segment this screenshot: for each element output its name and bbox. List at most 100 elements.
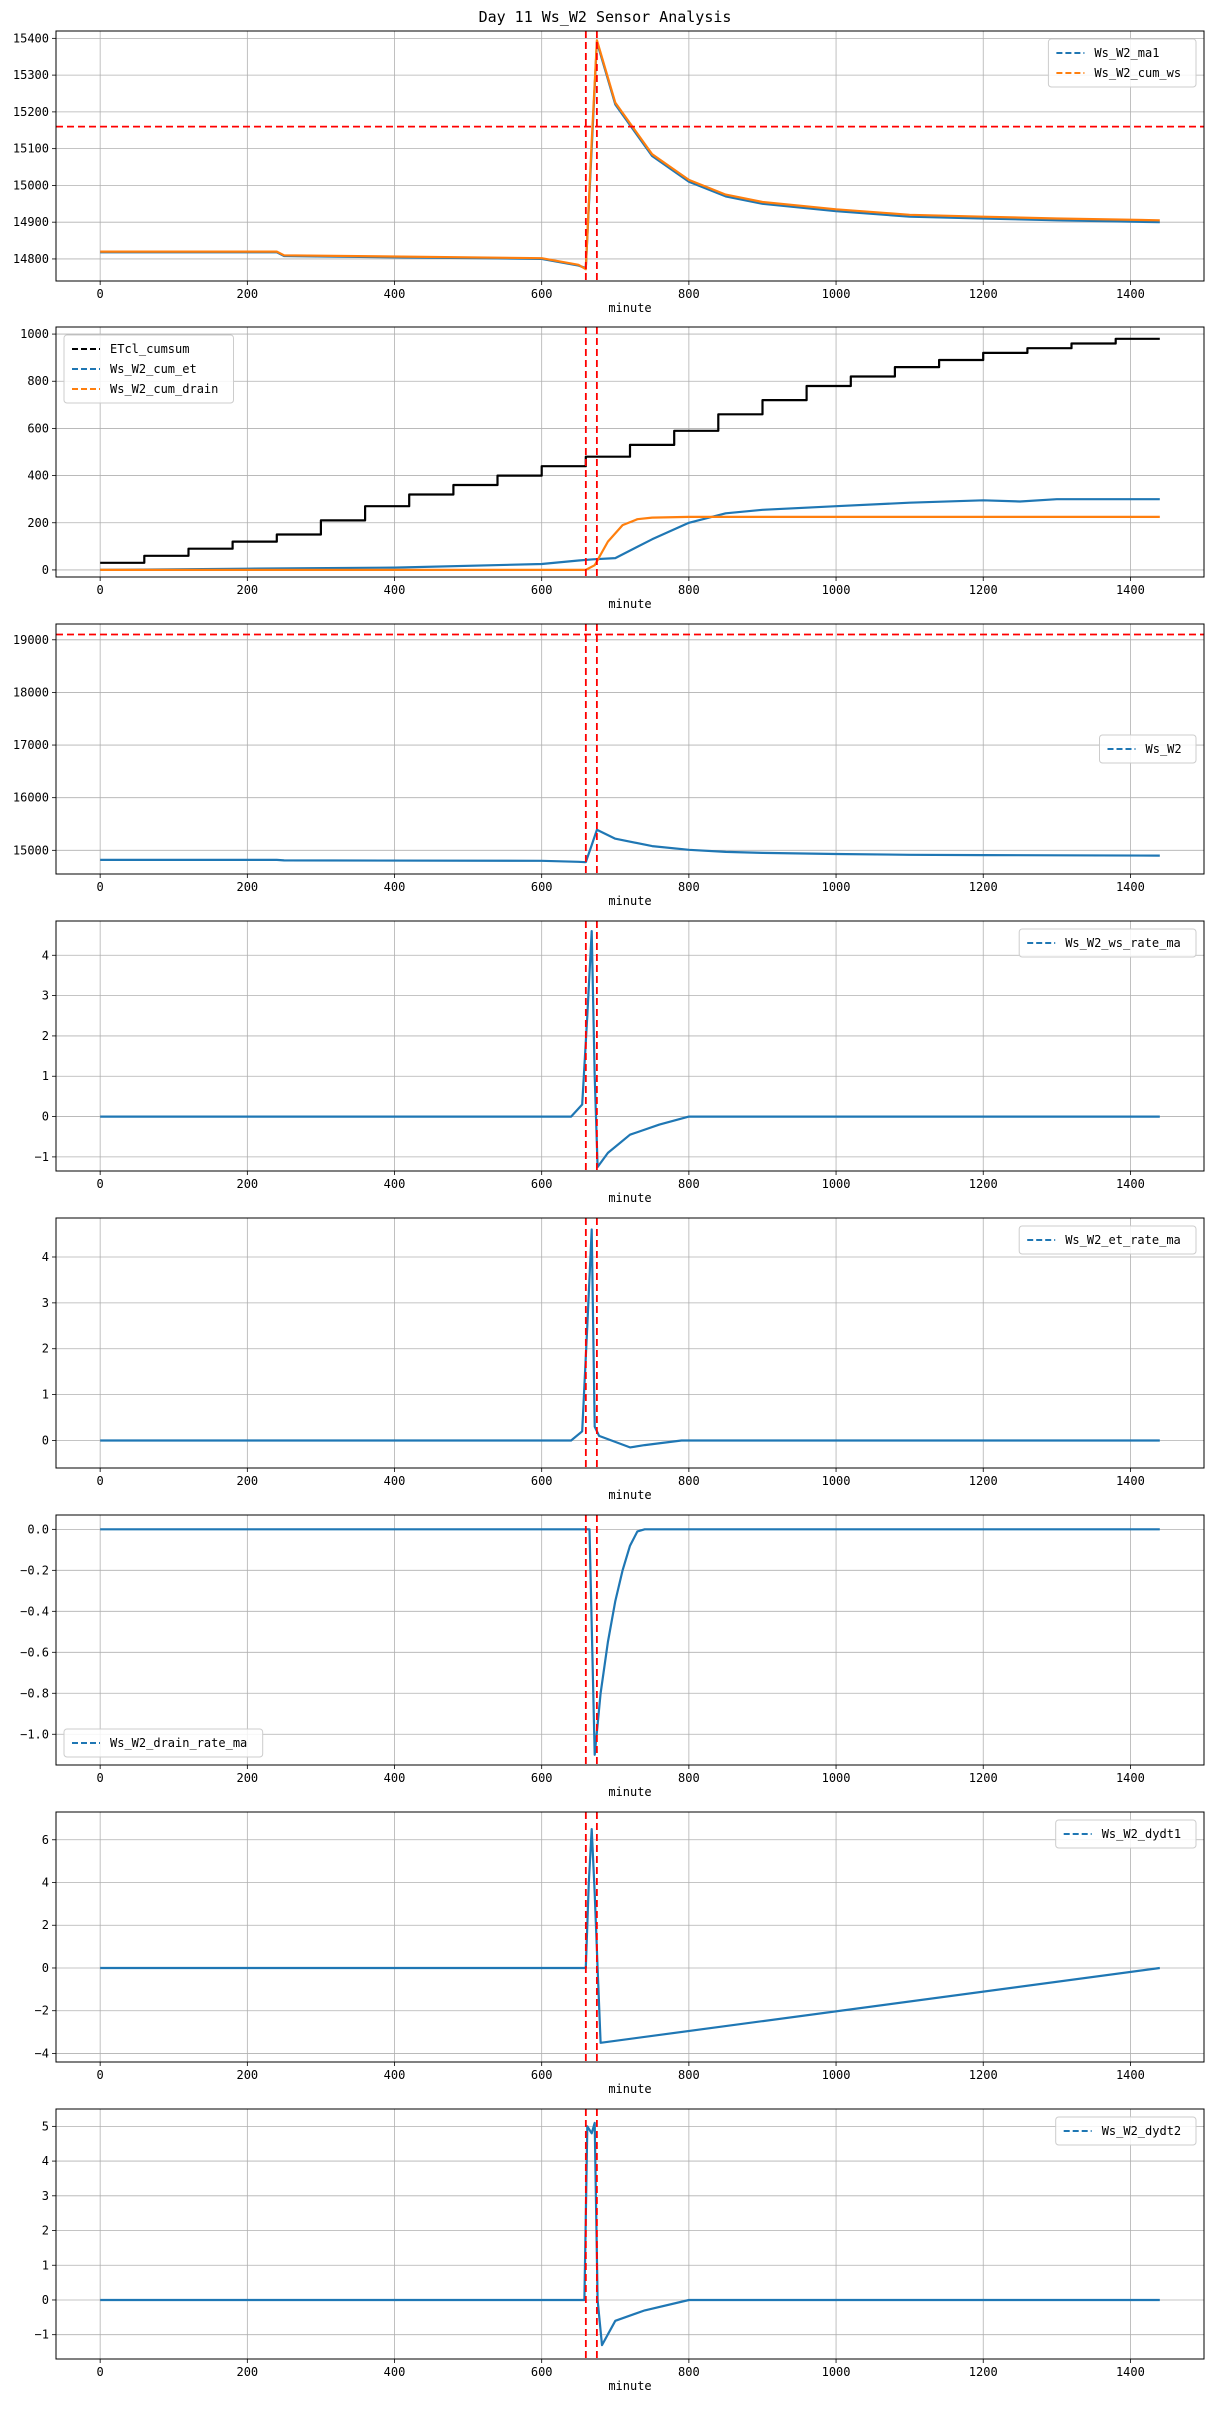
subplot-4: 0 200 400 600 800 1000 1200 1400 −1 0 1 2 3 4 minute Ws… [35, 920, 1205, 1205]
x-axis-label: minute [608, 597, 651, 611]
x-tick-label: 400 [384, 2068, 406, 2082]
series-line-1 [100, 1528, 1160, 1756]
y-tick-label: 4 [42, 2154, 49, 2168]
y-tick-label: 2 [42, 2224, 49, 2238]
subplot-6: 0 200 400 600 800 1000 1200 1400 0.0 −0.2 −0.4 −0.6… [20, 1514, 1205, 1799]
y-tick-label: −0.6 [20, 1645, 49, 1659]
series-line-1 [100, 828, 1160, 864]
x-tick-label: 1400 [1116, 2365, 1145, 2379]
x-tick-label: 0 [97, 2365, 104, 2379]
y-tick-label: 15200 [13, 105, 49, 119]
x-axis-label: minute [608, 1785, 651, 1799]
x-tick-label: 1000 [822, 2365, 851, 2379]
x-tick-label: 0 [97, 2068, 104, 2082]
x-tick-label: 1200 [969, 880, 998, 894]
y-tick-label: 15000 [13, 843, 49, 857]
y-tick-label: 15100 [13, 142, 49, 156]
legend-entry: Ws_W2_cum_ws [1094, 66, 1181, 80]
x-tick-label: 800 [678, 1474, 700, 1488]
y-tick-label: −4 [35, 2046, 49, 2060]
x-tick-label: 1400 [1116, 1474, 1145, 1488]
legend-entry: Ws_W2_dydt1 [1102, 1827, 1181, 1841]
data-layer [100, 327, 1160, 577]
subplot-5: 0 200 400 600 800 1000 1200 1400 0 1 2 3 4 minute Ws_W… [42, 1217, 1205, 1502]
y-tick-label: 0 [42, 563, 49, 577]
y-tick-label: 1000 [20, 327, 49, 341]
x-tick-label: 0 [97, 287, 104, 301]
x-tick-label: 1400 [1116, 2068, 1145, 2082]
y-tick-label: −0.8 [20, 1686, 49, 1700]
y-tick-label: 17000 [13, 738, 49, 752]
data-layer [100, 2109, 1160, 2359]
legend-entry: Ws_W2_cum_et [110, 362, 197, 376]
x-tick-label: 0 [97, 1474, 104, 1488]
x-tick-label: 400 [384, 287, 406, 301]
x-tick-label: 1000 [822, 287, 851, 301]
y-tick-label: −1 [35, 1150, 49, 1164]
x-tick-label: 1200 [969, 1177, 998, 1191]
series-line-3 [100, 515, 1160, 572]
x-tick-label: 200 [236, 2068, 258, 2082]
y-tick-label: 3 [42, 1296, 49, 1310]
y-tick-label: 0 [42, 1110, 49, 1124]
axes-frame [55, 326, 1205, 578]
x-tick-label: 1000 [822, 583, 851, 597]
y-tick-label: 3 [42, 2189, 49, 2203]
y-tick-label: 1 [42, 1388, 49, 1402]
x-tick-label: 400 [384, 1474, 406, 1488]
x-tick-label: 800 [678, 880, 700, 894]
x-tick-label: 0 [97, 1177, 104, 1191]
legend-box [63, 334, 234, 404]
data-layer [100, 1515, 1160, 1765]
legend: Ws_W2_dydt2 [1055, 2116, 1197, 2146]
series-line-1 [100, 1228, 1160, 1449]
series-line-2 [100, 39, 1160, 271]
y-tick-label: 4 [42, 1876, 49, 1890]
legend: Ws_W2_et_rate_ma [1018, 1225, 1197, 1255]
y-tick-label: 200 [27, 516, 49, 530]
subplot-2: 0 200 400 600 800 1000 1200 1400 0 200 400 600 800 10… [20, 326, 1205, 611]
x-tick-label: 0 [97, 1771, 104, 1785]
x-tick-label: 600 [531, 2068, 553, 2082]
legend: Ws_W2_ws_rate_ma [1018, 928, 1197, 958]
legend-box [1099, 734, 1197, 764]
x-tick-label: 1000 [822, 1771, 851, 1785]
legend: Ws_W2_dydt1 [1055, 1819, 1197, 1849]
legend-box [1018, 1225, 1197, 1255]
y-tick-label: 800 [27, 374, 49, 388]
axes-frame [55, 1811, 1205, 2063]
x-tick-label: 200 [236, 1177, 258, 1191]
legend-box [1047, 38, 1197, 88]
y-tick-label: −2 [35, 2004, 49, 2018]
y-tick-label: 14900 [13, 215, 49, 229]
y-tick-label: 600 [27, 421, 49, 435]
x-tick-label: 1000 [822, 1474, 851, 1488]
x-tick-label: 800 [678, 1177, 700, 1191]
legend-entry: Ws_W2_dydt2 [1102, 2124, 1181, 2138]
x-tick-label: 1200 [969, 1474, 998, 1488]
x-tick-label: 1400 [1116, 287, 1145, 301]
x-tick-label: 600 [531, 2365, 553, 2379]
y-tick-label: 2 [42, 1342, 49, 1356]
y-tick-label: 4 [42, 948, 49, 962]
x-tick-label: 200 [236, 287, 258, 301]
y-tick-label: 1 [42, 1069, 49, 1083]
x-tick-label: 600 [531, 880, 553, 894]
subplot-3: 0 200 400 600 800 1000 1200 1400 15000 16000 17000… [13, 623, 1205, 908]
legend-box [1055, 1819, 1197, 1849]
axes-frame [55, 623, 1205, 875]
legend: Ws_W2_ma1 Ws_W2_cum_ws [1047, 38, 1197, 88]
subplot-7: 0 200 400 600 800 1000 1200 1400 −4 −2 0 2 4 6 minute W… [35, 1811, 1205, 2096]
x-axis-label: minute [608, 2082, 651, 2096]
x-tick-label: 600 [531, 583, 553, 597]
x-tick-label: 0 [97, 583, 104, 597]
x-tick-label: 1000 [822, 1177, 851, 1191]
subplot-stack: 0 200 400 600 800 1000 1200 1400148001490015000… [13, 30, 1205, 2393]
legend-entry: Ws_W2_et_rate_ma [1065, 1233, 1181, 1247]
y-tick-label: 400 [27, 469, 49, 483]
x-tick-label: 1200 [969, 2068, 998, 2082]
x-tick-label: 1400 [1116, 1771, 1145, 1785]
y-tick-label: 5 [42, 2119, 49, 2133]
data-layer [100, 1218, 1160, 1468]
